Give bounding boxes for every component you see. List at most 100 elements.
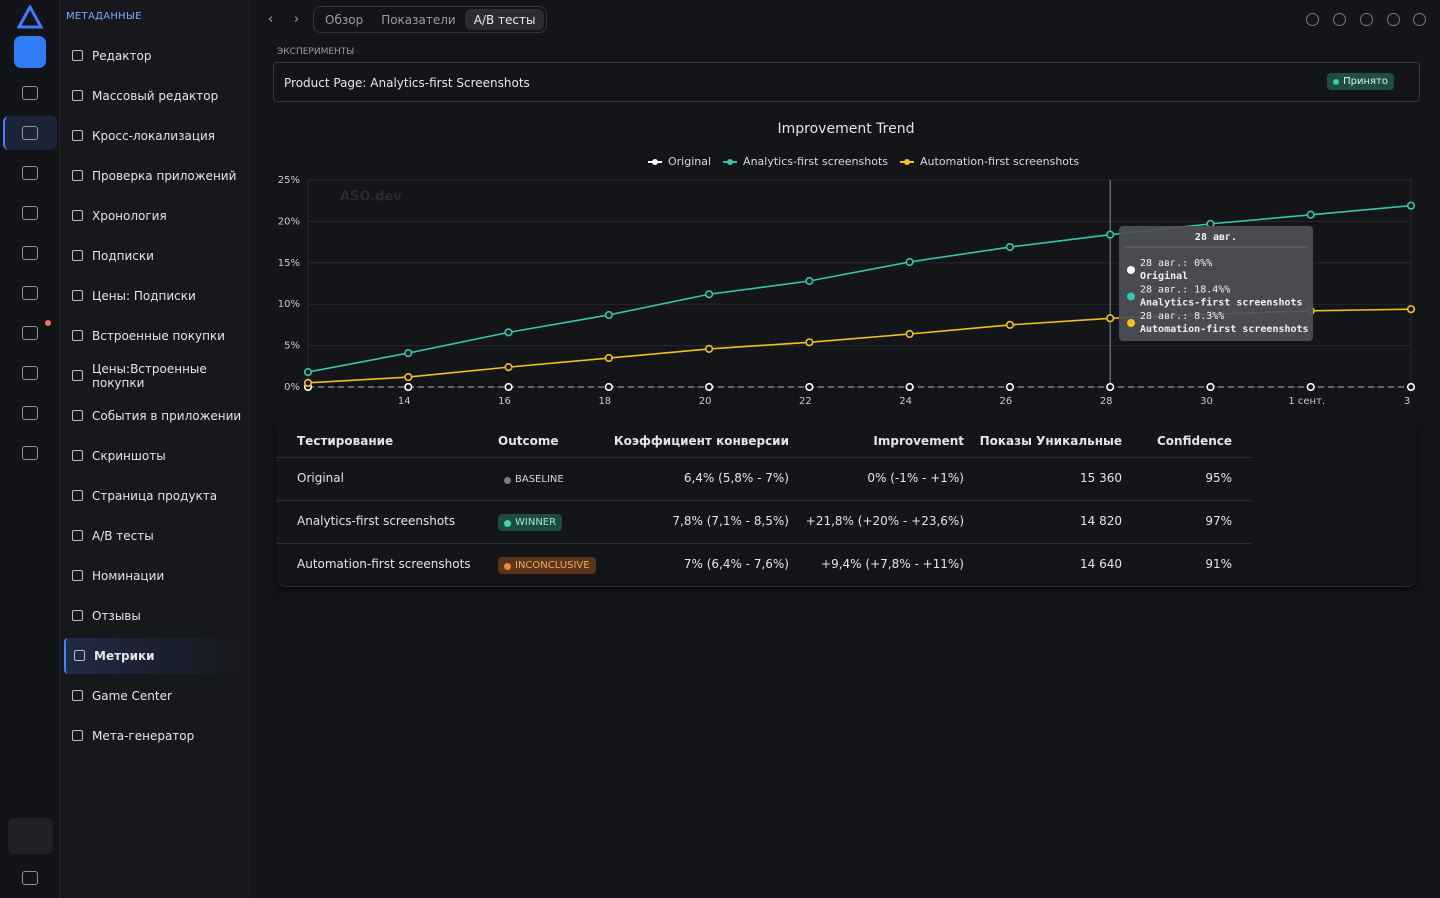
rail-icon[interactable] <box>22 86 38 100</box>
toolbar-icon[interactable] <box>1387 13 1400 26</box>
sidebar-item[interactable]: Кросс-локализация <box>64 118 246 154</box>
back-button[interactable]: ‹ <box>268 12 274 27</box>
item-label: Game Center <box>92 689 172 703</box>
toolbar-icon[interactable] <box>1413 13 1426 26</box>
table-cell: +9,4% (+7,8% - +11%) <box>821 557 964 571</box>
item-label: Массовый редактор <box>92 89 219 103</box>
table-cell: Original <box>297 471 344 485</box>
sidebar-item[interactable]: Проверка приложений <box>64 158 246 194</box>
experiment-select[interactable]: Product Page: Analytics-first Screenshot… <box>273 62 1420 102</box>
chart: Improvement Trend ASO.dev 0% 5% 10% 15% 20% 2… <box>278 121 1416 407</box>
item-icon <box>72 690 83 701</box>
rail-icon[interactable] <box>22 126 38 140</box>
rail-icon[interactable] <box>22 446 38 460</box>
results-table: Тестирование Outcome Коэффициент конверсии… <box>276 423 1417 587</box>
item-icon <box>72 570 83 581</box>
table-cell: Analytics-first screenshots <box>297 514 456 528</box>
data-point <box>404 348 413 358</box>
sidebar-item[interactable]: Страница продукта <box>64 478 246 514</box>
item-label: Мета-генератор <box>92 729 195 743</box>
rail-active[interactable] <box>3 116 57 150</box>
item-icon <box>72 210 83 221</box>
sidebar-item[interactable]: Хронология <box>64 198 246 234</box>
data-point <box>1005 320 1015 330</box>
legend-marker <box>727 159 734 165</box>
tab[interactable]: A/B тесты <box>464 9 545 30</box>
series-line <box>307 204 1412 373</box>
tooltip-dot <box>1127 266 1135 274</box>
sidebar-item[interactable]: События в приложении <box>64 398 246 434</box>
sidebar-item[interactable]: Подписки <box>64 238 246 274</box>
data-point <box>805 276 814 286</box>
legend-label: Automation-first screenshots <box>920 155 1079 168</box>
sidebar-item[interactable]: Мета-генератор <box>64 718 246 754</box>
data-point <box>905 257 914 267</box>
row-divider <box>276 543 1252 544</box>
outcome-badge: BASELINE <box>498 471 570 488</box>
outcome-cell: INCONCLUSIVE <box>498 557 596 574</box>
table-cell: +21,8% (+20% - +23,6%) <box>805 514 964 528</box>
table-cell: 7% (6,4% - 7,6%) <box>683 557 789 571</box>
table-cell: 15 360 <box>1080 471 1122 485</box>
legend-label: Analytics-first screenshots <box>743 155 888 168</box>
table-header: Improvement <box>873 434 964 448</box>
experiment-name: Product Page: Analytics-first Screenshot… <box>284 76 530 90</box>
collapse-button[interactable] <box>8 818 53 854</box>
outcome-badge: WINNER <box>498 514 563 531</box>
table-cell: 14 640 <box>1080 557 1122 571</box>
table-cell: 7,8% (7,1% - 8,5%) <box>672 514 789 528</box>
table-cell: 95% <box>1205 471 1232 485</box>
watermark: ASO.dev <box>340 190 402 205</box>
rail-icon[interactable] <box>22 366 38 380</box>
sidebar-item[interactable]: Скриншоты <box>64 438 246 474</box>
forward-button[interactable]: › <box>294 12 300 27</box>
rail-icon[interactable] <box>22 206 38 220</box>
data-point <box>704 344 714 354</box>
sidebar-item[interactable]: Редактор <box>64 38 246 74</box>
sidebar-item[interactable]: Метрики <box>64 638 246 674</box>
sidebar-item[interactable]: Номинации <box>64 558 246 594</box>
legend-marker <box>652 159 658 165</box>
item-icon <box>72 170 83 181</box>
sidebar-item[interactable]: Цены:Встроенные покупки <box>64 358 246 394</box>
rail-icon[interactable] <box>22 406 38 420</box>
tab[interactable]: Показатели <box>381 13 456 27</box>
data-point <box>1406 382 1416 392</box>
app-icon[interactable] <box>14 36 46 68</box>
rail-icon[interactable] <box>22 286 38 300</box>
data-point <box>604 382 613 392</box>
sidebar-item[interactable]: Массовый редактор <box>64 78 246 114</box>
data-point <box>1005 242 1015 252</box>
item-icon <box>72 290 83 301</box>
item-label: A/B тесты <box>92 529 154 543</box>
y-tick-label: 5% <box>284 341 300 352</box>
sidebar-item[interactable]: Цены: Подписки <box>64 278 246 314</box>
rail-icon[interactable] <box>22 166 38 180</box>
sidebar-item[interactable]: Game Center <box>64 678 246 714</box>
toolbar-icon[interactable] <box>1360 13 1373 26</box>
y-tick-label: 20% <box>278 216 300 227</box>
x-tick-label: 16 <box>498 396 511 407</box>
tabs: Обзор Показатели A/B тесты <box>313 6 548 33</box>
item-icon <box>72 490 83 501</box>
item-label: События в приложении <box>92 409 242 423</box>
data-point <box>805 382 814 392</box>
rail-icon[interactable] <box>22 871 38 885</box>
tooltip-title: 28 авг. <box>1195 232 1237 243</box>
rail-icon[interactable] <box>22 326 38 340</box>
sidebar-item[interactable]: Отзывы <box>64 598 246 634</box>
rail-icon[interactable] <box>22 246 38 260</box>
sidebar-item[interactable]: A/B тесты <box>64 518 246 554</box>
tooltip-series: Automation-first screenshots <box>1140 323 1309 335</box>
table-cell: 0% (-1% - +1%) <box>867 471 964 485</box>
item-label: Подписки <box>92 249 154 263</box>
x-tick-label: 30 <box>1200 396 1213 407</box>
toolbar-icon[interactable] <box>1306 13 1319 26</box>
data-point <box>1106 382 1115 392</box>
tab[interactable]: Обзор <box>325 13 364 27</box>
y-tick-label: 25% <box>278 175 300 186</box>
data-point <box>303 367 313 377</box>
table-cell: 91% <box>1205 557 1232 571</box>
toolbar-icon[interactable] <box>1333 13 1346 26</box>
sidebar-item[interactable]: Встроенные покупки <box>64 318 246 354</box>
